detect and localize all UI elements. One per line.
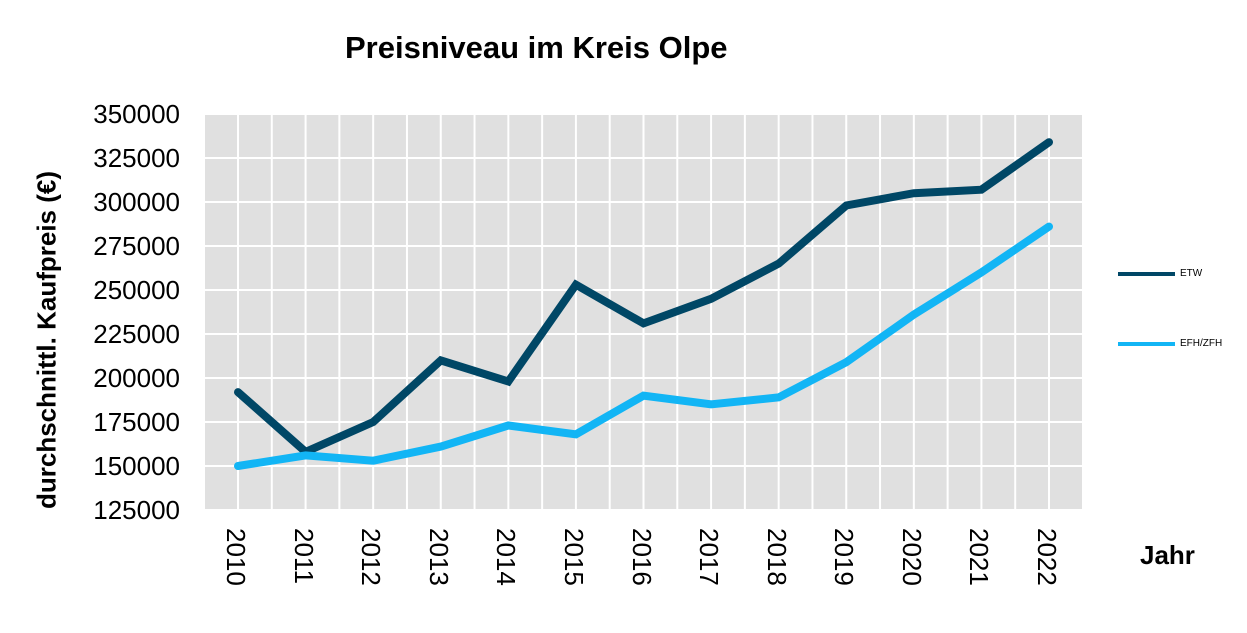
y-tick-label: 225000	[93, 319, 180, 349]
y-tick-label: 200000	[93, 363, 180, 393]
legend-label-etw: ETW	[1180, 268, 1203, 279]
series-lines	[234, 138, 1053, 470]
y-tick-label: 275000	[93, 231, 180, 261]
gridlines	[205, 113, 1082, 511]
x-axis-label: Jahr	[1140, 540, 1195, 570]
chart-title: Preisniveau im Kreis Olpe	[345, 30, 728, 65]
series-line-efh-zfh	[234, 222, 1053, 470]
legend-swatch-efh-zfh	[1118, 341, 1175, 346]
legend-item-efh-zfh: EFH/ZFH	[1118, 338, 1222, 349]
y-tick-label: 175000	[93, 407, 180, 437]
legend-label-efh-zfh: EFH/ZFH	[1180, 338, 1223, 349]
y-tick-label: 300000	[93, 187, 180, 217]
y-tick-label: 150000	[93, 451, 180, 481]
y-tick-label: 350000	[93, 99, 180, 129]
y-tick-label: 125000	[93, 495, 180, 525]
legend-swatch-etw	[1118, 271, 1175, 276]
legend-item-etw: ETW	[1118, 268, 1202, 279]
series-line-etw	[234, 138, 1053, 457]
y-tick-label: 250000	[93, 275, 180, 305]
y-tick-label: 325000	[93, 143, 180, 173]
